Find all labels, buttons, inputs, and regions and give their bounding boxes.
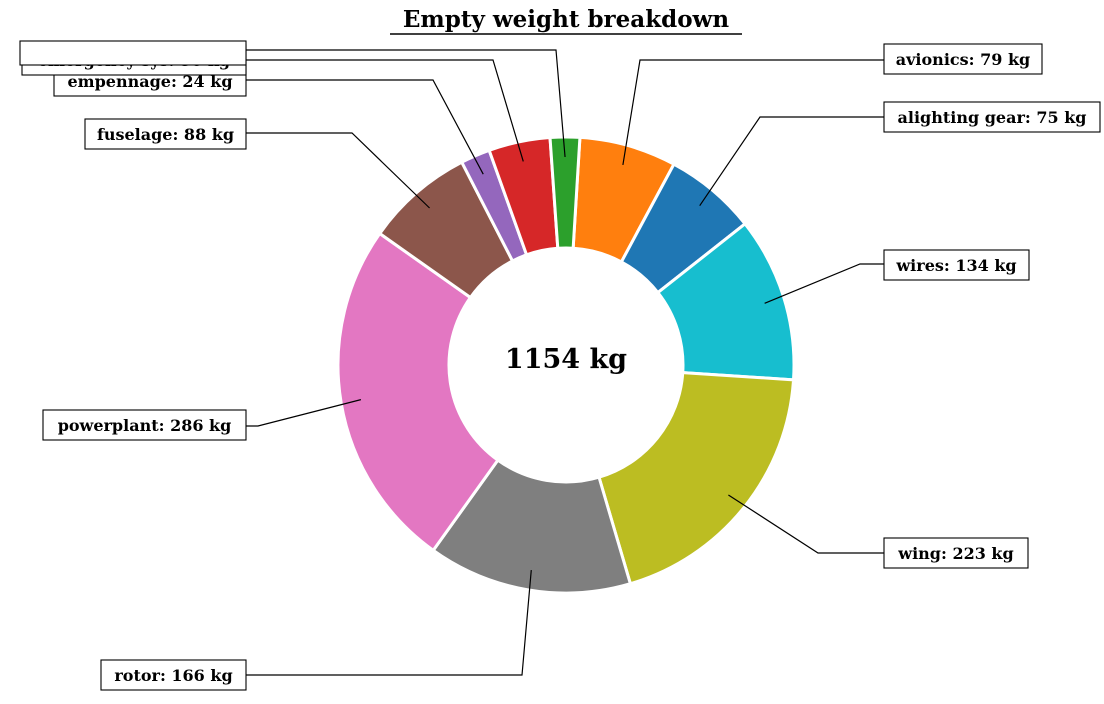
label-box-rotor	[100, 659, 247, 691]
leader-line-unlabeled	[246, 49, 566, 158]
label-box-wing	[883, 537, 1029, 569]
leader-line-wires	[764, 263, 884, 304]
label-box-fuselage	[84, 118, 247, 150]
leader-lines-group	[246, 49, 884, 676]
slice-label-avionics: avionics: 79 kg	[896, 50, 1030, 69]
leader-line-empennage	[246, 79, 484, 175]
slice-label-rotor: rotor: 166 kg	[114, 666, 232, 685]
slice-label-powerplant: powerplant: 286 kg	[58, 416, 232, 435]
leader-line-powerplant	[246, 399, 362, 427]
label-box-wires	[883, 249, 1030, 281]
slice-label-empennage: empennage: 24 kg	[67, 72, 232, 91]
center-total-label: 1154 kg	[505, 344, 627, 375]
leader-line-alighting-gear	[699, 116, 884, 207]
leader-line-wing	[728, 494, 884, 554]
slice-label-fuselage: fuselage: 88 kg	[97, 125, 234, 144]
slice-rotor	[431, 458, 632, 595]
label-box-avionics	[883, 43, 1043, 75]
slice-label-alighting-gear: alighting gear: 75 kg	[898, 108, 1087, 127]
label-box-unlabeled	[19, 40, 247, 66]
leader-line-avionics	[622, 59, 884, 166]
leader-line-fuselage	[246, 132, 430, 209]
label-box-alighting-gear	[883, 101, 1101, 133]
slice-powerplant	[336, 231, 500, 552]
slice-label-wires: wires: 134 kg	[895, 256, 1016, 275]
leader-line-rotor	[246, 570, 532, 676]
slice-unlabeled	[548, 135, 582, 250]
slice-label-wing: wing: 223 kg	[897, 544, 1013, 563]
slices-group	[336, 135, 796, 595]
slice-wing	[597, 371, 796, 586]
chart-title: Empty weight breakdown	[403, 6, 729, 33]
leader-line-emergency-sys	[246, 59, 524, 162]
label-box-powerplant	[42, 409, 247, 441]
labels-group: avionics: 79 kg alighting gear: 75 kg wire…	[19, 40, 1101, 691]
